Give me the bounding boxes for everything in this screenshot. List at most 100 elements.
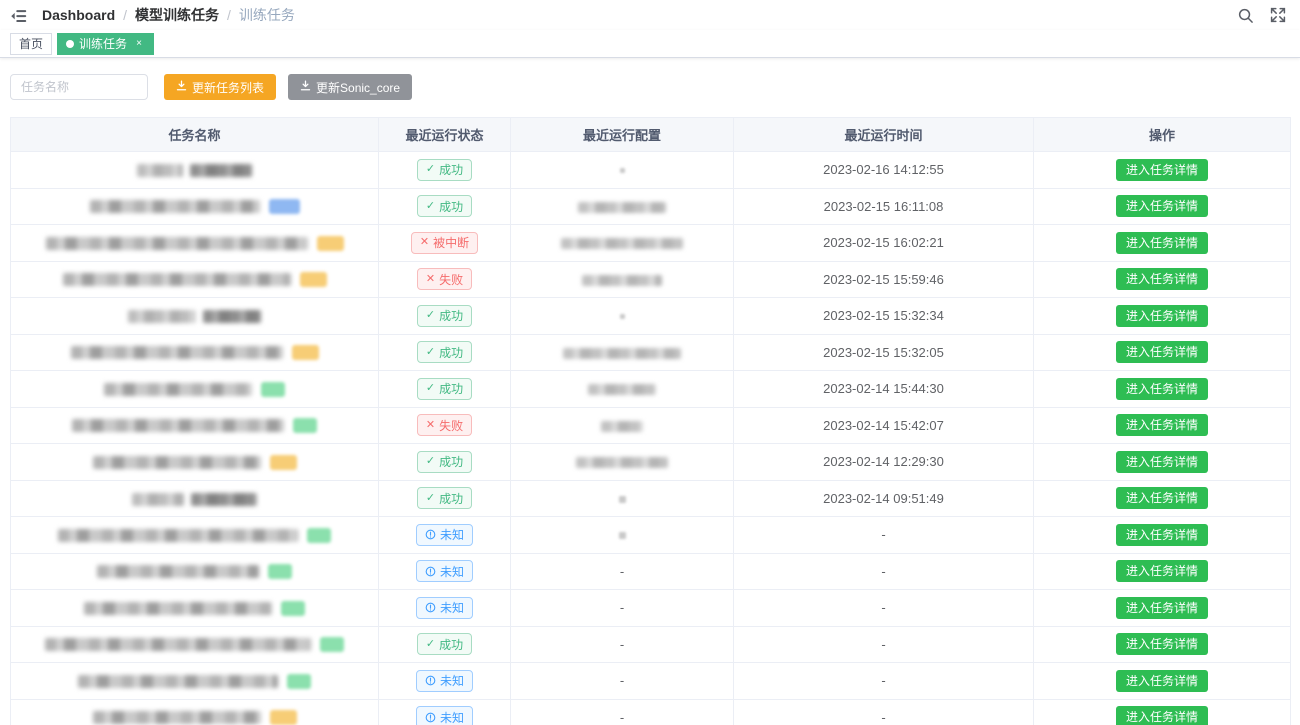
run-config-cell [510, 333, 734, 371]
check-icon: ✓ [425, 309, 436, 322]
status-label: 失败 [439, 272, 464, 287]
task-tag-green [287, 673, 311, 689]
run-config-cell [510, 260, 734, 298]
table-row: 未知 - - 进入任务详情 [10, 698, 1291, 725]
tab-training-tasks-label: 训练任务 [79, 37, 128, 51]
status-badge: ✕ 失败 [416, 268, 473, 291]
redacted-config-dot [618, 532, 626, 540]
redacted-config [561, 238, 683, 250]
task-name-input[interactable] [10, 74, 148, 100]
task-tag-yellow [316, 235, 344, 251]
task-name-cell [10, 443, 379, 481]
enter-task-detail-button[interactable]: 进入任务详情 [1115, 304, 1208, 327]
enter-task-detail-button[interactable]: 进入任务详情 [1115, 596, 1208, 619]
run-time-cell: 2023-02-14 15:44:30 [733, 370, 1034, 408]
enter-task-detail-button[interactable]: 进入任务详情 [1115, 377, 1208, 400]
table-row: ✓ 成功 2023-02-14 09:51:49 进入任务详情 [10, 479, 1291, 517]
enter-task-detail-button[interactable]: 进入任务详情 [1115, 560, 1208, 583]
task-tag-green [320, 637, 344, 653]
tab-training-tasks[interactable]: 训练任务 × [57, 32, 155, 55]
run-time-cell: 2023-02-15 15:32:34 [733, 297, 1034, 335]
column-header-actions: 操作 [1033, 117, 1291, 152]
breadcrumb-item-dashboard[interactable]: Dashboard [42, 7, 116, 23]
redacted-task-name [128, 310, 196, 324]
status-label: 成功 [439, 163, 464, 178]
redacted-config [582, 274, 662, 286]
enter-task-detail-button[interactable]: 进入任务详情 [1115, 669, 1208, 692]
redacted-task-name [45, 236, 308, 250]
table-row: 未知 - - 进入任务详情 [10, 662, 1291, 700]
task-name-cell [10, 479, 379, 517]
actions-cell: 进入任务详情 [1033, 187, 1291, 225]
run-config-cell: - [510, 625, 734, 663]
enter-task-detail-button[interactable]: 进入任务详情 [1115, 633, 1208, 656]
task-name-cell [10, 260, 379, 298]
update-sonic-core-label: 更新Sonic_core [316, 80, 401, 95]
column-header-task-name: 任务名称 [10, 117, 379, 152]
run-config-cell [510, 370, 734, 408]
run-status-cell: ✓ 成功 [378, 625, 511, 663]
tab-home[interactable]: 首页 [10, 32, 53, 55]
enter-task-detail-button[interactable]: 进入任务详情 [1115, 523, 1208, 546]
redacted-task-name [203, 310, 261, 324]
task-name-cell [10, 516, 379, 554]
enter-task-detail-button[interactable]: 进入任务详情 [1115, 706, 1208, 725]
cross-icon: ✕ [425, 418, 436, 431]
redacted-task-name [92, 455, 261, 469]
status-badge: 未知 [415, 706, 473, 725]
enter-task-detail-button[interactable]: 进入任务详情 [1115, 195, 1208, 218]
redacted-task-name [137, 164, 183, 178]
run-status-cell: ✓ 成功 [378, 297, 511, 335]
status-badge: ✓ 成功 [416, 341, 473, 364]
task-tag-green [293, 418, 317, 434]
redacted-task-name [58, 528, 298, 542]
status-badge: 未知 [415, 560, 473, 583]
enter-task-detail-button[interactable]: 进入任务详情 [1115, 487, 1208, 510]
enter-task-detail-button[interactable]: 进入任务详情 [1115, 231, 1208, 254]
redacted-config-dot [618, 495, 626, 503]
enter-task-detail-button[interactable]: 进入任务详情 [1115, 268, 1208, 291]
enter-task-detail-button[interactable]: 进入任务详情 [1115, 158, 1208, 181]
table-row: ✕ 被中断 2023-02-15 16:02:21 进入任务详情 [10, 224, 1291, 262]
hamburger-icon[interactable] [8, 5, 36, 25]
actions-cell: 进入任务详情 [1033, 297, 1291, 335]
status-label: 被中断 [433, 236, 470, 251]
column-header-run-config: 最近运行配置 [510, 117, 734, 152]
run-config-cell: - [510, 698, 734, 725]
redacted-config-dot [619, 168, 625, 174]
task-name-cell [10, 625, 379, 663]
task-name-cell [10, 589, 379, 627]
info-circle-icon [425, 529, 436, 540]
search-icon[interactable] [1237, 7, 1254, 24]
cross-icon: ✕ [419, 236, 430, 249]
tab-close-icon[interactable]: × [136, 37, 142, 49]
status-label: 未知 [439, 674, 464, 689]
fullscreen-icon[interactable] [1270, 7, 1286, 23]
update-sonic-core-button[interactable]: 更新Sonic_core [288, 74, 413, 100]
run-status-cell: 未知 [378, 662, 511, 700]
status-badge: ✓ 成功 [416, 450, 473, 473]
actions-cell: 进入任务详情 [1033, 625, 1291, 663]
enter-task-detail-button[interactable]: 进入任务详情 [1115, 450, 1208, 473]
task-name-cell [10, 406, 379, 444]
status-badge: ✕ 失败 [416, 414, 473, 437]
download-icon [300, 80, 311, 94]
table-row: ✓ 成功 2023-02-14 12:29:30 进入任务详情 [10, 443, 1291, 481]
redacted-config-dot [619, 314, 625, 320]
info-circle-icon [425, 602, 436, 613]
status-label: 成功 [439, 345, 464, 360]
update-task-list-button[interactable]: 更新任务列表 [164, 74, 277, 100]
enter-task-detail-button[interactable]: 进入任务详情 [1115, 341, 1208, 364]
update-task-list-label: 更新任务列表 [192, 80, 265, 95]
breadcrumb-item-model-training[interactable]: 模型训练任务 [135, 7, 220, 23]
run-status-cell: ✕ 失败 [378, 260, 511, 298]
info-circle-icon [425, 712, 436, 723]
run-time-cell: - [733, 662, 1034, 700]
actions-cell: 进入任务详情 [1033, 662, 1291, 700]
status-label: 成功 [439, 637, 464, 652]
enter-task-detail-button[interactable]: 进入任务详情 [1115, 414, 1208, 437]
status-badge: ✓ 成功 [416, 158, 473, 181]
status-label: 成功 [439, 491, 464, 506]
navbar-actions [1237, 7, 1286, 24]
status-badge: ✓ 成功 [416, 304, 473, 327]
